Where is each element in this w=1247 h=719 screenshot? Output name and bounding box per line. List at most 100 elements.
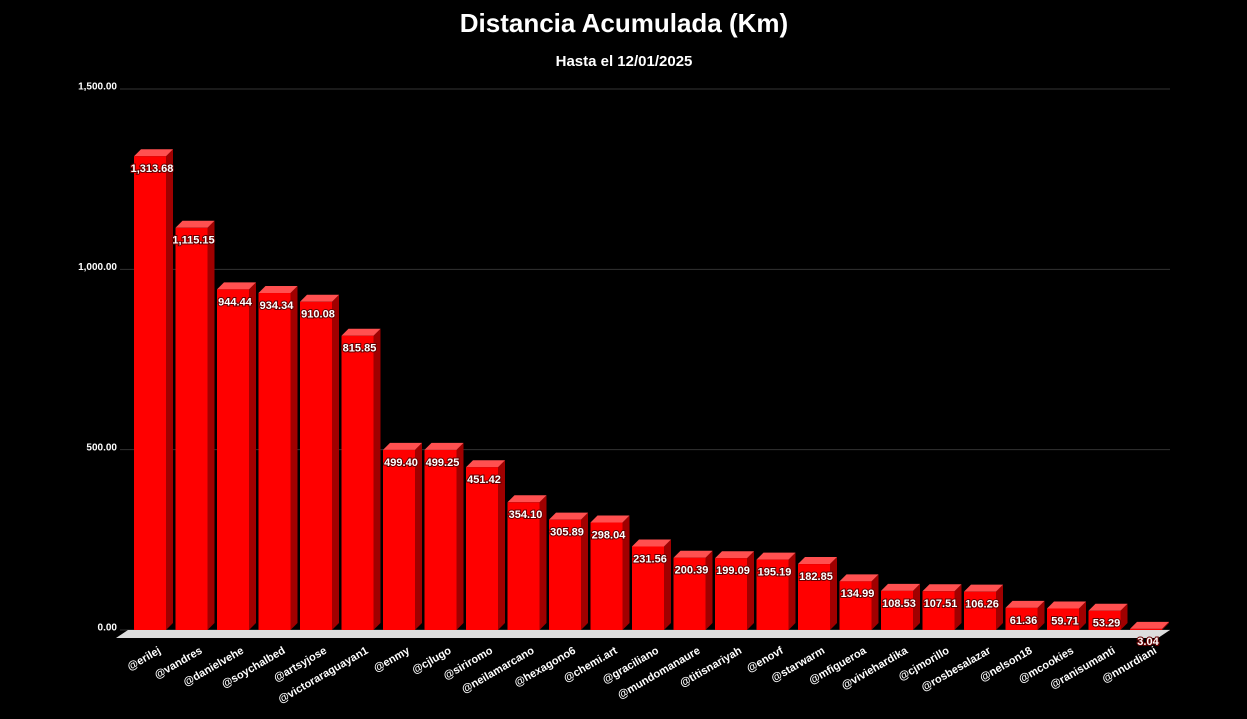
- bar-side: [1037, 600, 1045, 630]
- bar: [964, 591, 996, 630]
- bar-top: [258, 286, 298, 294]
- bar-top: [715, 551, 754, 559]
- bar-top: [1088, 603, 1128, 611]
- bar: [217, 289, 249, 630]
- bar: [549, 519, 581, 630]
- bar-top: [922, 584, 962, 592]
- bar-top: [798, 557, 837, 565]
- bar-side: [622, 515, 630, 630]
- bar-side: [249, 282, 256, 630]
- value-label: 1,313.68: [131, 163, 174, 175]
- value-label: 934.34: [260, 300, 295, 312]
- bar-side: [830, 557, 837, 630]
- y-tick-label: 1,500.00: [78, 82, 117, 93]
- bar: [632, 546, 664, 630]
- bar-top: [341, 328, 381, 336]
- value-label: 499.40: [384, 457, 418, 469]
- bar-side: [871, 574, 879, 630]
- bar-side: [788, 552, 796, 630]
- bar-side: [332, 294, 339, 630]
- bar-side: [996, 584, 1003, 630]
- bar: [881, 590, 913, 630]
- bar-top: [756, 552, 796, 560]
- value-label: 106.26: [965, 599, 999, 611]
- value-label: 59.71: [1051, 615, 1079, 627]
- bar-side: [539, 495, 547, 630]
- bar-side: [705, 550, 713, 630]
- bar: [175, 227, 208, 631]
- value-label: 1,115.15: [172, 235, 214, 247]
- bar: [839, 581, 872, 630]
- bar-top: [839, 574, 879, 582]
- value-label: 354.10: [509, 509, 543, 521]
- bar-side: [290, 286, 298, 630]
- value-label: 305.89: [550, 527, 584, 539]
- bar: [424, 449, 457, 630]
- bar: [341, 335, 374, 630]
- value-label: 910.08: [301, 309, 335, 321]
- bar-side: [1079, 601, 1086, 630]
- value-label: 815.85: [343, 343, 377, 355]
- bar-top: [134, 149, 173, 157]
- y-tick-label: 500.00: [86, 442, 117, 453]
- value-label: 134.99: [841, 588, 875, 600]
- bar-side: [498, 460, 505, 630]
- value-label: 231.56: [633, 553, 667, 565]
- value-label: 451.42: [467, 474, 501, 486]
- value-label: 199.09: [716, 565, 750, 577]
- value-label: 182.85: [799, 571, 833, 583]
- bar: [1130, 628, 1162, 630]
- bar-top: [590, 515, 630, 523]
- bar: [1005, 607, 1038, 630]
- bar-side: [207, 220, 215, 631]
- value-label: 195.19: [758, 567, 792, 579]
- bar: [1088, 610, 1121, 630]
- bar-side: [373, 328, 381, 630]
- bar: [507, 502, 540, 630]
- bar-top: [673, 550, 713, 558]
- bar: [922, 591, 955, 630]
- bar-side: [913, 583, 920, 630]
- bar: [300, 301, 332, 630]
- bar-top: [549, 512, 588, 520]
- bar: [258, 293, 291, 630]
- value-label: 499.25: [426, 457, 460, 469]
- bar: [383, 449, 415, 630]
- value-label: 53.29: [1093, 618, 1121, 630]
- value-label: 108.53: [882, 598, 916, 610]
- bar-top: [466, 460, 505, 468]
- value-label: 200.39: [675, 565, 709, 577]
- bar-top: [424, 442, 464, 450]
- y-tick-label: 1,000.00: [78, 262, 117, 273]
- floor: [116, 630, 1170, 638]
- bar-side: [1162, 621, 1169, 630]
- bar-side: [415, 442, 422, 630]
- bar-top: [1005, 600, 1045, 608]
- bar: [715, 558, 747, 630]
- bar: [134, 156, 166, 631]
- bar: [798, 564, 830, 630]
- bar-top: [881, 583, 920, 591]
- bar: [590, 522, 623, 630]
- bar-side: [581, 512, 588, 630]
- bar-side: [664, 539, 671, 630]
- bar-top: [1130, 621, 1169, 629]
- y-tick-label: 0.00: [98, 623, 118, 634]
- value-label: 944.44: [218, 296, 253, 308]
- bar-top: [175, 220, 215, 228]
- bar: [466, 467, 498, 630]
- bar: [756, 559, 789, 630]
- bar-top: [1047, 601, 1086, 609]
- value-label: 107.51: [924, 598, 958, 610]
- chart-title: Distancia Acumulada (Km): [460, 8, 788, 38]
- value-label: 61.36: [1010, 615, 1038, 627]
- bar-side: [954, 584, 962, 630]
- bar-side: [1120, 603, 1128, 630]
- bar-top: [507, 495, 547, 503]
- bar-side: [166, 149, 173, 631]
- value-label: 3.04: [1137, 636, 1159, 648]
- chart-subtitle: Hasta el 12/01/2025: [556, 53, 693, 70]
- bar-side: [456, 442, 464, 630]
